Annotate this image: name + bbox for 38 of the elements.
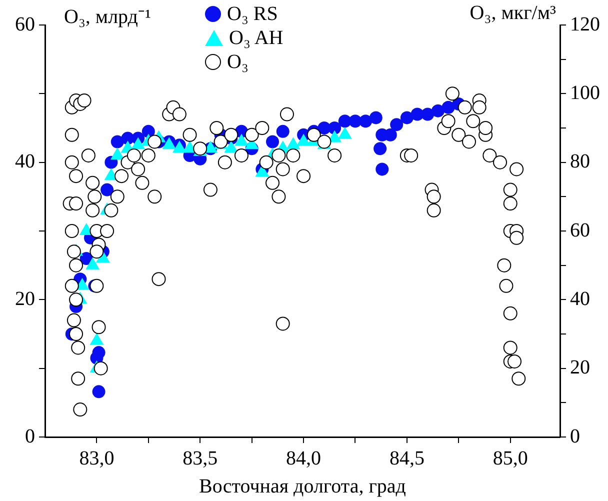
y2-axis-title: O₃, мкг/м³ [470,2,556,25]
x-tick-label: 84,0 [286,447,322,470]
x-tick-label: 83,0 [79,447,114,470]
legend-label: O₃ [227,50,248,74]
point [421,108,434,121]
point [110,135,124,148]
point [374,142,387,156]
point [92,385,106,398]
point [390,118,404,132]
legend-label: O₃ RS [227,2,278,26]
y-tick-label: 40 [15,150,35,173]
y2-tick-label: 40 [570,288,590,310]
y2-tick-label: 60 [570,219,590,242]
x-tick-label: 85,0 [492,447,528,470]
point [328,122,342,134]
point [276,124,290,138]
x-axis-title: Восточная долгота, град [199,475,406,498]
point [376,162,389,176]
legend-label: O₃ AH [229,26,284,50]
y-axis-title: O₃, млрд⁻¹ [64,5,151,29]
y2-tick-label: 100 [570,82,600,104]
y2-tick-label: 0 [570,425,580,448]
point [359,114,372,128]
y-tick-label: 60 [15,13,35,36]
y2-tick-label: 80 [570,150,590,173]
x-tick-label: 84,5 [389,447,424,470]
point [369,111,382,124]
point [442,100,455,114]
point [400,111,414,124]
y-tick-label: 0 [25,425,35,448]
x-tick-label: 83,5 [182,447,218,470]
point [100,183,114,196]
point [92,346,106,360]
point [266,135,280,148]
y2-tick-label: 120 [570,13,600,36]
y-tick-label: 20 [15,288,35,310]
y2-tick-label: 20 [570,356,590,379]
point [431,104,444,118]
